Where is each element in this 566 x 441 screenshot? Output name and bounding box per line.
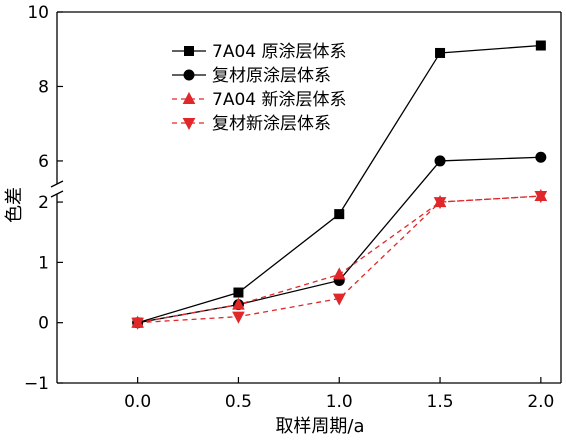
x-tick-label: 1.5 <box>427 392 454 412</box>
series-4-point <box>332 293 346 306</box>
legend-marker <box>182 118 196 131</box>
x-tick-label: 0.5 <box>225 392 252 412</box>
y-tick-label: 0 <box>38 314 49 334</box>
series-line-4 <box>137 195 541 324</box>
x-tick-label: 1.0 <box>326 392 353 412</box>
axis-break-mark-lower <box>50 190 64 198</box>
series-2-point <box>535 151 547 163</box>
y-axis-title: 色差 <box>4 187 25 223</box>
legend-marker <box>184 46 194 56</box>
y-tick-label: 10 <box>27 3 49 23</box>
x-tick-label: 2.0 <box>527 392 554 412</box>
legend-label: 7A04 新涂层体系 <box>212 90 346 110</box>
series-4-point <box>131 317 144 330</box>
legend-label: 复材原涂层体系 <box>212 66 331 86</box>
legend-marker <box>183 69 195 81</box>
series-3-point <box>232 297 245 310</box>
legend-marker <box>182 91 196 104</box>
series-2-point <box>434 155 446 167</box>
axis-break-mark-upper <box>50 180 64 188</box>
y-tick-label: 6 <box>38 152 49 172</box>
series-1-point <box>535 40 546 51</box>
x-tick-label: 0.0 <box>124 392 151 412</box>
y-tick-label: 1 <box>38 253 49 273</box>
x-axis-title: 取样周期/a <box>275 416 364 437</box>
series-4-point <box>433 197 447 210</box>
legend-label: 复材新涂层体系 <box>212 114 331 134</box>
y-tick-label: −1 <box>24 374 49 394</box>
series-4-point <box>232 311 245 324</box>
series-1-point <box>233 287 244 298</box>
series-1-point <box>334 209 345 220</box>
y-tick-label: 2 <box>38 193 49 213</box>
y-tick-label: 8 <box>38 77 49 97</box>
legend-label: 7A04 原涂层体系 <box>212 42 346 62</box>
series-4-point <box>534 191 548 204</box>
plot-area: 0.0 0.5 1.0 1.5 2.0 −1 0 1 2 6 8 10 <box>24 3 562 412</box>
series-1-point <box>435 47 446 58</box>
series-3-point <box>332 267 346 280</box>
